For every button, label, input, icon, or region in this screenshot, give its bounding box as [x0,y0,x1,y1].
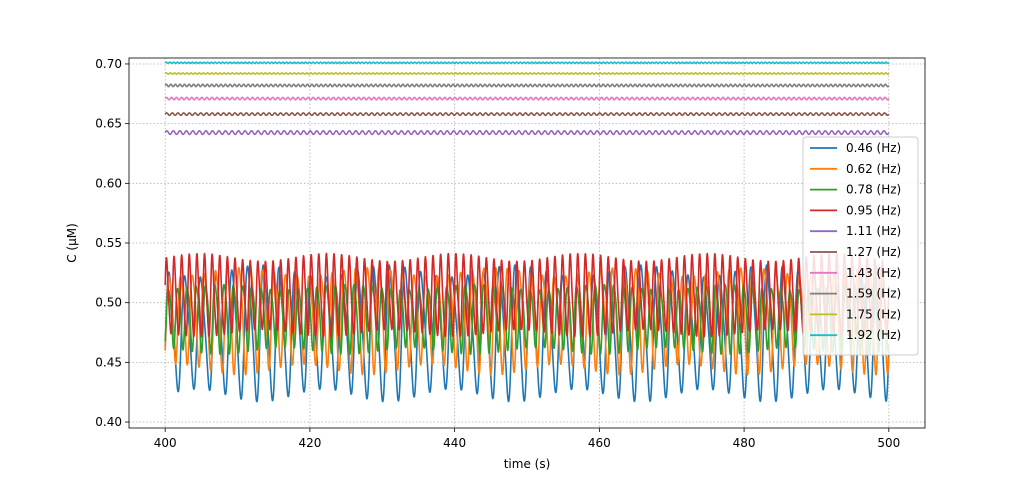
y-tick-label: 0.40 [95,415,122,429]
series-layer [164,61,890,403]
y-tick-label: 0.65 [95,117,122,131]
x-tick-label: 480 [733,436,756,450]
x-tick-label: 420 [298,436,321,450]
y-tick-label: 0.70 [95,57,122,71]
series-line-3 [164,283,890,356]
series-line-4 [164,252,890,338]
series-line-7 [164,96,890,101]
x-tick-label: 460 [588,436,611,450]
legend-label: 1.75 (Hz) [846,307,901,321]
legend-label: 0.62 (Hz) [846,162,901,176]
series-line-10 [164,61,890,65]
legend-box [802,136,919,356]
x-tick-label: 500 [877,436,900,450]
legend-label: 0.95 (Hz) [846,203,901,217]
series-line-2 [164,266,890,376]
legend-label: 1.27 (Hz) [846,245,901,259]
series-line-6 [164,112,890,117]
y-tick-label: 0.50 [95,296,122,310]
y-axis: 0.40 0.45 0.50 0.55 0.60 0.65 0.70 [95,57,129,429]
series-line-5 [164,130,890,136]
y-axis-label: C (μM) [65,223,79,263]
x-axis-label: time (s) [504,457,551,471]
legend: 0.46 (Hz) 0.62 (Hz) 0.78 (Hz) 0.95 (Hz) 1.11… [802,136,919,356]
legend-label: 1.43 (Hz) [846,266,901,280]
x-axis: 400 420 440 460 480 500 [154,428,900,450]
series-line-8 [164,83,890,88]
legend-label: 0.78 (Hz) [846,183,901,197]
legend-label: 0.46 (Hz) [846,141,901,155]
y-tick-label: 0.60 [95,176,122,190]
legend-label: 1.92 (Hz) [846,328,901,342]
legend-label: 1.59 (Hz) [846,287,901,301]
y-tick-label: 0.45 [95,355,122,369]
x-tick-label: 400 [154,436,177,450]
legend-label: 1.11 (Hz) [846,224,901,238]
series-line-9 [164,72,890,75]
y-tick-label: 0.55 [95,236,122,250]
x-tick-label: 440 [443,436,466,450]
